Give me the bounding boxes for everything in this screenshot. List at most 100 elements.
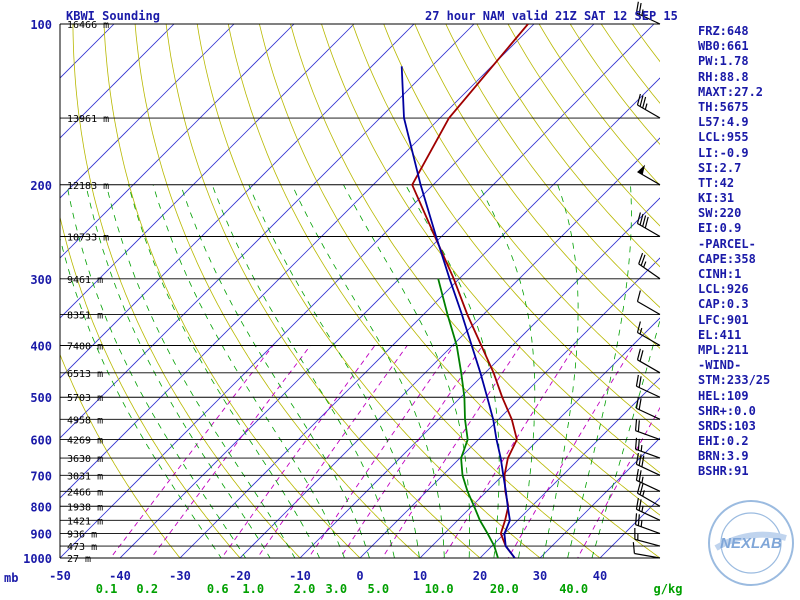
wind-barb-flag — [637, 438, 640, 451]
height-label: 2466 m — [67, 487, 103, 498]
stat-item: CINH:1 — [698, 267, 742, 281]
wind-barb-flag — [636, 321, 641, 333]
wind-barb — [636, 385, 661, 398]
wind-barb-flag — [638, 499, 642, 511]
temperature-tick-label: -20 — [229, 569, 251, 583]
moist-adiabat-line — [128, 184, 321, 558]
mixing-ratio-line — [442, 345, 576, 558]
pressure-tick-label: 300 — [30, 273, 52, 287]
wind-barb — [637, 171, 661, 186]
wind-barb-flag — [637, 514, 640, 526]
isotherm-line — [479, 377, 660, 558]
wind-barb-flag — [638, 470, 642, 482]
wind-barb-flag — [639, 483, 644, 495]
wind-barb-flag — [638, 2, 642, 15]
wind-barb-flag — [635, 397, 639, 409]
height-label: 13961 m — [67, 114, 109, 125]
mixing-ratio-tick-label: 2.0 — [294, 582, 316, 596]
pressure-tick-label: 200 — [30, 179, 52, 193]
stat-item: BSHR:91 — [698, 464, 749, 479]
height-label: 1421 m — [67, 516, 103, 527]
wind-barb-flag — [639, 95, 644, 107]
wind-barb — [637, 331, 661, 347]
isotherm-line — [359, 257, 660, 558]
wind-barb-flag — [635, 374, 639, 387]
stat-item: SI:2.7 — [698, 160, 742, 175]
pressure-tick-label: 800 — [30, 500, 52, 514]
dry-adiabat-line — [196, 24, 541, 558]
wind-barb-flag — [634, 513, 638, 525]
isotherm-line — [60, 24, 175, 139]
moist-adiabat-line — [211, 184, 395, 558]
height-label: 12183 m — [67, 181, 109, 192]
wind-barb-flag — [638, 398, 642, 410]
mixing-ratio-tick-label: 10.0 — [425, 582, 454, 596]
mixing-ratio-line — [307, 345, 455, 558]
dry-adiabat-line — [134, 24, 421, 558]
wind-barb-flag — [636, 482, 641, 494]
temperature-tick-label: -40 — [109, 569, 131, 583]
wind-barb-half-flag — [639, 327, 643, 335]
wind-barb-flag — [642, 215, 647, 227]
height-label: 6513 m — [67, 369, 103, 380]
dry-adiabat-line — [476, 24, 660, 268]
stat-item: EHI:0.2 — [698, 434, 749, 449]
mixing-ratio-tick-label: 1.0 — [242, 582, 264, 596]
temperature-trace — [411, 24, 529, 558]
isotherm-line — [60, 24, 475, 439]
temperature-tick-label: 40 — [593, 569, 607, 583]
pressure-tick-label: 400 — [30, 340, 52, 354]
stat-item: SRDS:103 — [698, 418, 756, 433]
dry-adiabat-line — [383, 24, 660, 390]
wind-barb-flag — [635, 452, 639, 465]
mixing-ratio-line — [577, 406, 660, 558]
isotherm-line — [60, 24, 535, 499]
temperature-tick-label: 30 — [533, 569, 547, 583]
dry-adiabat-line — [227, 24, 601, 558]
height-label: 16466 m — [67, 20, 109, 31]
stat-item: -PARCEL- — [698, 236, 756, 251]
wind-barb-flag — [642, 96, 647, 109]
pressure-tick-label: 500 — [30, 391, 52, 405]
wind-barb — [637, 359, 661, 374]
height-label: 27 m — [67, 554, 91, 565]
wind-barb-half-flag — [640, 445, 643, 452]
stat-item: EI:0.9 — [698, 221, 742, 236]
stat-item: SHR+:0.0 — [698, 403, 756, 418]
stat-item: SW:220 — [698, 206, 742, 221]
wind-barb — [636, 12, 661, 25]
pressure-tick-label: 100 — [30, 18, 52, 32]
stat-item: PW:1.78 — [698, 54, 749, 69]
stat-item: STM:233/25 — [698, 373, 771, 388]
temperature-tick-label: -10 — [289, 569, 311, 583]
moist-adiabat-line — [478, 184, 536, 558]
dry-adiabat-line — [414, 24, 660, 349]
stat-item: BRN:3.9 — [698, 449, 749, 464]
mixing-ratio-line — [507, 345, 635, 558]
stat-item: EL:411 — [698, 327, 742, 342]
stat-item: LCL:926 — [698, 282, 749, 297]
height-label: 10733 m — [67, 232, 109, 243]
stat-item: LI:-0.9 — [698, 145, 749, 160]
isotherm-line — [60, 24, 355, 319]
parcel-trace — [400, 66, 516, 558]
wind-barb-flag — [636, 93, 641, 106]
wind-barb-flag — [638, 376, 642, 388]
mixing-ratio-unit-label: g/kg — [654, 582, 683, 596]
background-grid — [60, 24, 660, 558]
dry-adiabat-line — [352, 24, 660, 432]
wind-barb-pennant — [637, 164, 646, 175]
height-label: 5703 m — [67, 393, 103, 404]
height-label: 3031 m — [67, 471, 103, 482]
stat-item: -WIND- — [698, 358, 742, 373]
isotherm-line — [539, 437, 660, 558]
wind-barb-flag — [637, 420, 640, 432]
height-label: 1938 m — [67, 502, 103, 513]
station-title: KBWI Sounding — [66, 9, 160, 23]
wind-barb-half-flag — [643, 261, 647, 268]
stat-item: MPL:211 — [698, 342, 749, 357]
moist-adiabat-line — [105, 184, 296, 558]
isotherm-line — [60, 24, 235, 199]
temperature-tick-label: 0 — [356, 569, 363, 583]
dry-adiabat-line — [290, 24, 660, 516]
